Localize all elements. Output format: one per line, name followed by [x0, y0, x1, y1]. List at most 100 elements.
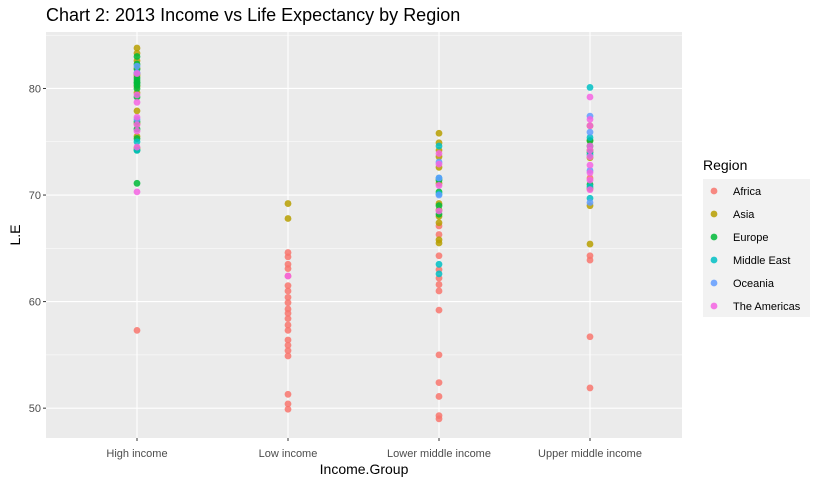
data-point: [133, 91, 141, 99]
data-point: [586, 153, 594, 161]
data-point: [586, 115, 594, 123]
data-point: [133, 62, 141, 70]
data-point: [586, 128, 594, 136]
y-tick-label: 80: [29, 83, 41, 95]
data-point: [586, 134, 594, 141]
x-tick-label: High income: [106, 448, 167, 460]
data-point: [586, 240, 594, 248]
legend-items: Africa Asia Europe Middle East Oceania The Am…: [710, 186, 801, 313]
data-point: [284, 309, 292, 317]
legend-label: Africa: [733, 186, 762, 198]
data-point: [586, 122, 594, 130]
y-tick-label: 60: [29, 297, 41, 309]
data-point: [435, 379, 443, 386]
data-point: [284, 405, 292, 413]
data-point: [435, 219, 443, 227]
x-axis: High income Low income Lower middle income…: [106, 438, 642, 460]
data-point: [284, 326, 292, 334]
data-point: [284, 293, 292, 301]
grid-minor: [46, 34, 682, 356]
data-point: [435, 306, 443, 314]
data-point: [133, 53, 141, 60]
data-point: [133, 85, 141, 92]
legend-label: Asia: [733, 209, 755, 221]
data-point: [133, 179, 141, 187]
legend-key-marker: [710, 256, 718, 264]
data-point: [435, 182, 443, 189]
legend-key-background: [703, 179, 810, 317]
data-point: [284, 321, 292, 329]
data-point: [586, 146, 594, 154]
data-point: [284, 400, 292, 408]
data-point: [435, 207, 443, 215]
data-point: [284, 215, 292, 222]
data-point: [133, 188, 141, 196]
legend-label: Oceania: [733, 278, 775, 290]
data-point: [133, 113, 141, 121]
data-points: [133, 44, 594, 423]
data-point: [284, 272, 292, 280]
data-point: [284, 253, 292, 261]
data-point: [435, 260, 443, 268]
x-axis-title: Income.Group: [320, 461, 409, 477]
data-point: [284, 315, 292, 323]
data-point: [435, 191, 443, 199]
data-point: [435, 160, 443, 168]
legend-title: Region: [703, 157, 747, 173]
data-point: [435, 174, 443, 182]
data-point: [284, 287, 292, 295]
data-point: [435, 270, 443, 278]
data-point: [133, 143, 141, 151]
data-point: [284, 282, 292, 290]
data-point: [284, 341, 292, 349]
legend-key-marker: [710, 187, 718, 195]
data-point: [435, 287, 443, 295]
y-axis-title: L.E: [7, 224, 23, 245]
data-point: [284, 352, 292, 360]
data-point: [133, 121, 141, 129]
data-point: [435, 150, 443, 157]
x-tick-label: Lower middle income: [387, 448, 491, 460]
data-point: [435, 415, 443, 423]
legend-key-marker: [710, 210, 718, 218]
y-tick-label: 50: [29, 403, 41, 415]
legend-key-marker: [710, 302, 718, 310]
data-point: [133, 127, 141, 135]
chart-title: Chart 2: 2013 Income vs Life Expectancy …: [46, 5, 461, 25]
plot-panel: [46, 32, 682, 438]
data-point: [133, 98, 141, 106]
data-point: [435, 142, 443, 150]
legend: Region Africa Asia Europe Middle East Oceani…: [703, 157, 810, 317]
data-point: [586, 84, 594, 91]
data-point: [435, 252, 443, 260]
data-point: [435, 202, 443, 210]
data-point: [586, 333, 594, 341]
legend-label: The Americas: [733, 301, 801, 313]
data-point: [133, 326, 141, 334]
data-point: [435, 281, 443, 288]
data-point: [586, 186, 594, 194]
x-tick-label: Upper middle income: [538, 448, 642, 460]
data-point: [586, 384, 594, 392]
data-point: [133, 70, 141, 77]
data-point: [586, 169, 594, 177]
data-point: [284, 299, 292, 307]
data-point: [586, 256, 594, 264]
y-axis: 50 60 70 80: [29, 83, 46, 415]
data-point: [284, 265, 292, 272]
data-point: [284, 200, 292, 207]
legend-key-marker: [710, 233, 718, 241]
data-point: [435, 129, 443, 137]
data-point: [586, 161, 594, 169]
x-tick-label: Low income: [259, 448, 318, 460]
data-point: [435, 393, 443, 400]
data-point: [435, 231, 443, 238]
legend-key-marker: [710, 279, 718, 287]
data-point: [284, 347, 292, 355]
data-point: [284, 390, 292, 398]
legend-label: Europe: [733, 232, 768, 244]
data-point: [435, 351, 443, 359]
data-point: [133, 138, 141, 146]
data-point: [284, 336, 292, 344]
